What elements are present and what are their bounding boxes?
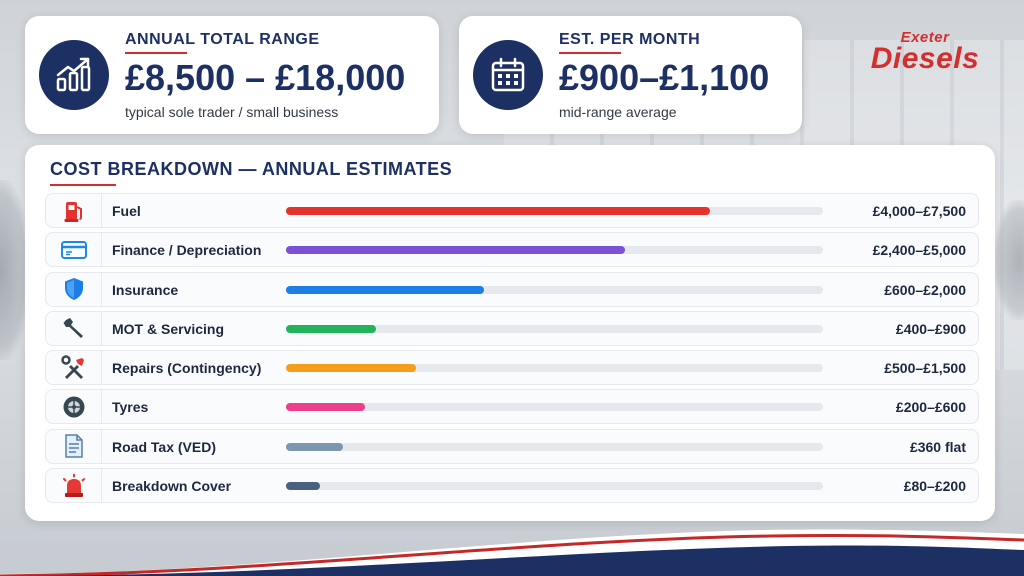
category-label: Repairs (Contingency) [112,360,262,377]
chart-row: Insurance £600–£2,000 [45,271,979,307]
bar [286,285,484,294]
bar [286,403,365,412]
bar [286,482,320,491]
bar [286,442,343,451]
kpi-card-per-month: EST. PER MONTH £900–£1,100 mid-range ave… [459,16,802,134]
calendar-icon [473,40,543,110]
category-label: Road Tax (VED) [112,438,216,455]
chart-row: Tyres £200–£600 [45,389,979,425]
breakdown-rows: Fuel £4,000–£7,500 Finance / Depreciation £… [45,193,979,507]
bar-track [286,442,823,451]
cost-breakdown-card: COST BREAKDOWN — ANNUAL ESTIMATES Fuel £4… [25,145,995,521]
bar-track [286,207,823,215]
data-label: £80–£200 [903,478,966,495]
bar [286,364,416,373]
title-underline [50,184,116,186]
logo-text-main: Diesels [870,42,980,75]
bar-track [286,324,823,333]
chart-title: COST BREAKDOWN — ANNUAL ESTIMATES [50,159,453,179]
category-label: Finance / Depreciation [112,242,262,259]
chart-row: Repairs (Contingency) £500–£1,500 [45,350,979,386]
wrench-icon [46,311,102,345]
kpi-subtitle: typical sole trader / small business [125,103,339,120]
bar-track [286,246,823,255]
tyre-icon [46,390,102,424]
chart-row: MOT & Servicing £400–£900 [45,310,979,346]
tools-icon [46,351,102,385]
kpi-underline [559,51,621,54]
category-label: Insurance [112,281,179,298]
category-label: Fuel [112,203,141,219]
shield-icon [46,272,102,306]
data-label: £360 flat [909,438,966,455]
data-label: £200–£600 [895,399,966,416]
bar [286,246,625,255]
bar-track [286,403,823,412]
growth-chart-icon [39,40,109,110]
bar-track [286,482,823,491]
bar [286,324,376,333]
logo-text-top: Exeter [900,29,950,46]
bottom-wave-decoration [0,529,1024,576]
chart-row: Road Tax (VED) £360 flat [45,428,979,464]
kpi-subtitle: mid-range average [559,103,677,120]
kpi-value: £8,500 – £18,000 [125,56,406,98]
category-label: Breakdown Cover [112,478,232,495]
kpi-value: £900–£1,100 [559,56,770,98]
credit-card-icon [46,233,102,267]
data-label: £500–£1,500 [884,360,966,377]
chart-row: Breakdown Cover £80–£200 [45,468,979,504]
data-label: £400–£900 [895,320,966,337]
siren-icon [46,469,102,503]
kpi-label: EST. PER MONTH [559,30,701,48]
data-label: £2,400–£5,000 [872,242,966,259]
bar-track [286,285,823,294]
kpi-card-annual-total: ANNUAL TOTAL RANGE £8,500 – £18,000 typi… [25,16,439,134]
kpi-label: ANNUAL TOTAL RANGE [125,30,320,48]
data-label: £4,000–£7,500 [872,203,966,219]
kpi-underline [125,51,187,54]
bar [286,207,710,215]
bar-track [286,364,823,373]
category-label: Tyres [112,399,149,416]
chart-row: Finance / Depreciation £2,400–£5,000 [45,232,979,268]
fuel-pump-icon [46,194,102,227]
category-label: MOT & Servicing [112,320,225,337]
document-icon [46,429,102,463]
background-car-right [994,200,1024,320]
chart-row: Fuel £4,000–£7,500 [45,193,979,228]
company-logo: Exeter Diesels [850,30,1000,76]
data-label: £600–£2,000 [884,281,966,298]
